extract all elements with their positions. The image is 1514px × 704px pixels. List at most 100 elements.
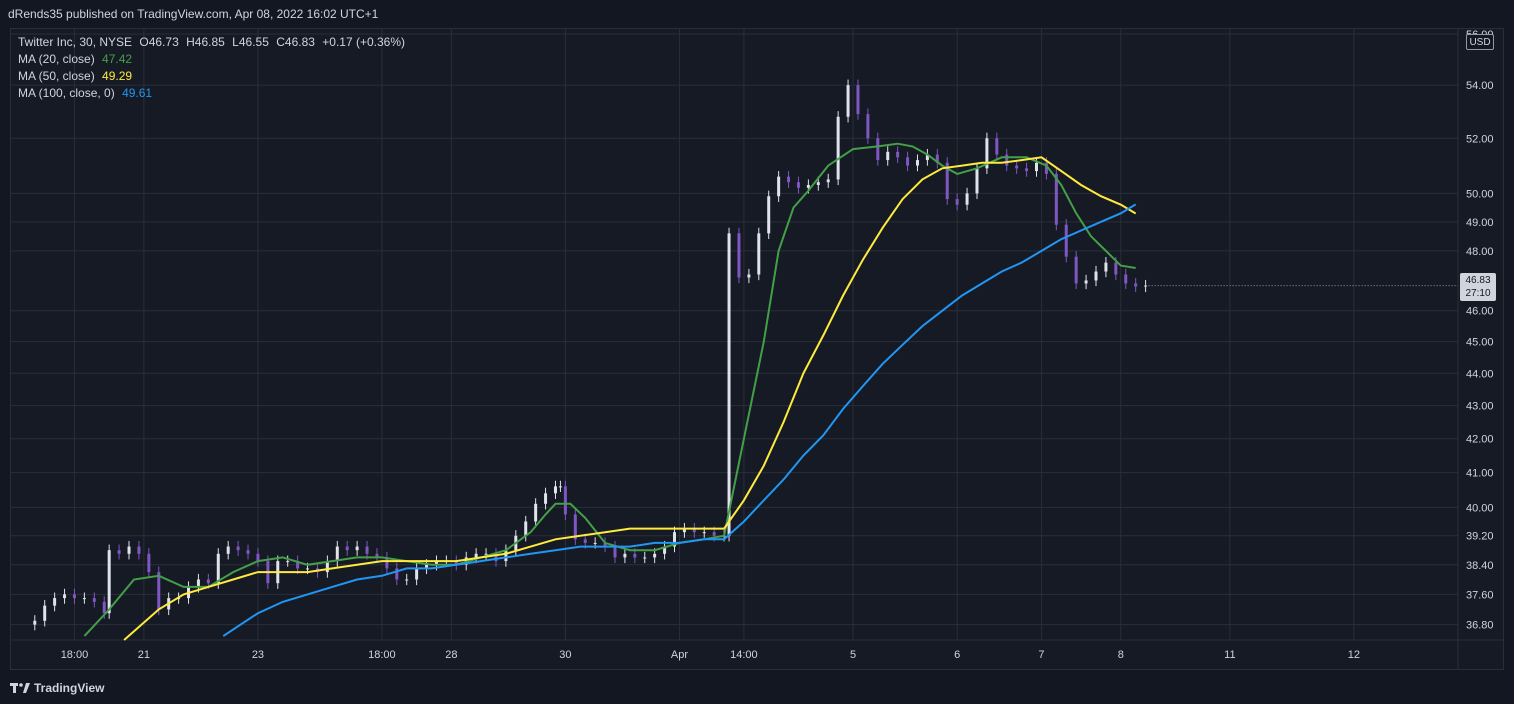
candle-body [623, 553, 627, 558]
candle-body [653, 553, 657, 558]
candle-body [395, 568, 399, 580]
ma-line-20 [83, 142, 1136, 637]
candle-body [866, 114, 870, 139]
candle-body [846, 85, 850, 117]
candle-body [1104, 262, 1108, 272]
ma20-value: 47.42 [102, 52, 133, 66]
open-label: O [139, 35, 149, 49]
candle-body [325, 561, 329, 573]
x-tick-label: 12 [1348, 649, 1360, 661]
candle-body [747, 274, 751, 278]
candle-body [816, 182, 820, 186]
candle-body [53, 598, 57, 606]
legend-ma100-row[interactable]: MA (100, close, 0) 49.61 [18, 85, 409, 102]
candle-body [692, 528, 696, 533]
ma-line-100 [222, 203, 1137, 637]
candle-body [454, 561, 458, 565]
candle-body [995, 138, 999, 155]
candle-body [236, 546, 240, 551]
y-tick-label: 42.00 [1466, 434, 1494, 446]
candle-body [935, 154, 939, 163]
candle-body [876, 138, 880, 161]
open-value: 46.73 [148, 35, 179, 49]
y-tick-label: 43.00 [1466, 401, 1494, 413]
y-tick-label: 41.00 [1466, 468, 1494, 480]
candle-body [796, 182, 800, 188]
candle-body [177, 598, 181, 600]
y-tick-label: 46.00 [1466, 306, 1494, 318]
low-value: 46.55 [238, 35, 269, 49]
candle-body [945, 162, 949, 200]
y-tick-label: 45.00 [1466, 337, 1494, 349]
candle-body [92, 598, 96, 602]
chart-legend: Twitter Inc, 30, NYSE O46.73 H46.85 L46.… [18, 34, 409, 102]
candle-body [157, 572, 161, 610]
candle-body [672, 532, 676, 547]
last-price-value: 46.83 [1465, 275, 1491, 286]
candle-body [573, 514, 577, 540]
candle-body [405, 579, 409, 581]
legend-ma50-row[interactable]: MA (50, close) 49.29 [18, 68, 409, 85]
ma100-value: 49.61 [122, 86, 153, 100]
last-price-tag: 46.83 27:10 [1460, 273, 1496, 301]
candle-body [226, 546, 230, 554]
currency-badge[interactable]: USD [1466, 34, 1494, 50]
price-chart[interactable]: 56.0054.0052.0050.0049.0048.0046.0045.00… [10, 28, 1504, 670]
candle-body [1034, 162, 1038, 172]
candle-body [196, 579, 200, 587]
x-tick-label: 14:00 [730, 649, 758, 661]
x-tick-label: 5 [850, 649, 856, 661]
footer-bar: TradingView [0, 672, 1514, 704]
candle-body [985, 138, 989, 169]
candle-body [1064, 224, 1068, 257]
y-tick-label: 50.00 [1466, 188, 1494, 200]
ma50-value: 49.29 [102, 69, 133, 83]
candle-body [544, 493, 548, 504]
y-tick-label: 52.00 [1466, 133, 1494, 145]
candle-body [1084, 280, 1088, 284]
ma20-label: MA (20, close) [18, 52, 95, 66]
legend-symbol-row[interactable]: Twitter Inc, 30, NYSE O46.73 H46.85 L46.… [18, 34, 409, 51]
candle-body [965, 193, 969, 205]
candle-body [206, 579, 210, 584]
ohlc-high: H46.85 [186, 35, 225, 49]
candle-body [1124, 274, 1128, 284]
candle-body [906, 157, 910, 166]
ohlc-low: L46.55 [232, 35, 269, 49]
candle-body [375, 553, 379, 558]
ohlc-change: +0.17 (+0.36%) [322, 35, 405, 49]
candle-body [286, 561, 290, 563]
candle-body [425, 564, 429, 569]
legend-ma20-row[interactable]: MA (20, close) 47.42 [18, 51, 409, 68]
bar-countdown: 27:10 [1465, 288, 1491, 299]
candle-body [682, 528, 686, 533]
candle-body [1094, 271, 1098, 281]
candle-body [296, 561, 300, 569]
x-tick-label: 7 [1038, 649, 1044, 661]
candle-body [385, 557, 389, 569]
candle-body [33, 620, 37, 625]
x-tick-label: 23 [252, 649, 264, 661]
candle-body [583, 539, 587, 543]
ma50-label: MA (50, close) [18, 69, 95, 83]
candle-body [915, 160, 919, 166]
tradingview-logo-icon [10, 683, 30, 693]
candle-body [474, 553, 478, 558]
candle-body [246, 550, 250, 554]
x-tick-label: 30 [559, 649, 571, 661]
candle-body [1114, 262, 1118, 275]
candle-body [856, 85, 860, 115]
candle-body [1005, 154, 1009, 166]
x-tick-label: 11 [1224, 649, 1235, 661]
y-tick-label: 37.60 [1466, 589, 1494, 601]
high-value: 46.85 [194, 35, 225, 49]
candle-body [603, 542, 607, 547]
candle-body [147, 553, 151, 573]
candle-body [1015, 165, 1019, 169]
candle-body [633, 553, 637, 558]
candle-body [365, 546, 369, 554]
ohlc-open: O46.73 [139, 35, 178, 49]
candle-body [434, 561, 438, 565]
candle-body [504, 550, 508, 562]
candle-body [886, 151, 890, 161]
